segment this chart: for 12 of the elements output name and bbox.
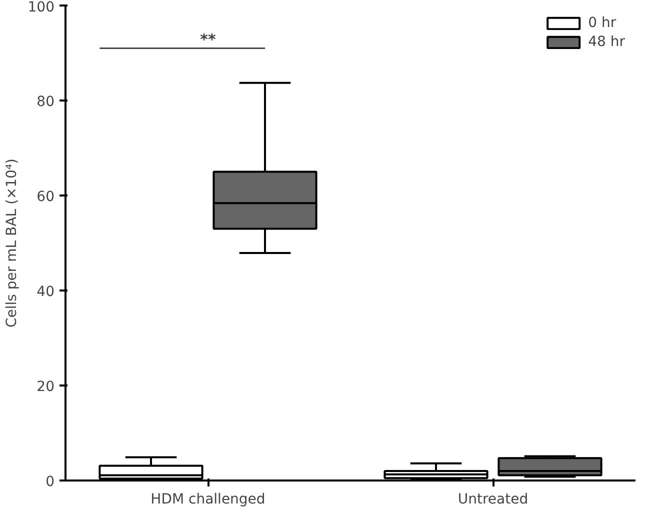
y-tick-label: 40 (36, 284, 55, 300)
x-tick-label: Untreated (458, 492, 528, 508)
legend-label: 48 hr (588, 34, 625, 50)
y-tick-label: 20 (36, 379, 55, 395)
y-axis-title: Cells per mL BAL (×10⁴) (4, 158, 20, 328)
y-tick-label: 60 (36, 189, 55, 205)
y-tick-label: 80 (36, 94, 55, 110)
annotation: ** (200, 30, 216, 48)
x-tick-label: HDM challenged (150, 492, 266, 508)
legend-label: 0 hr (588, 15, 616, 31)
y-tick-label: 0 (46, 474, 55, 490)
y-tick-label: 100 (28, 0, 55, 16)
